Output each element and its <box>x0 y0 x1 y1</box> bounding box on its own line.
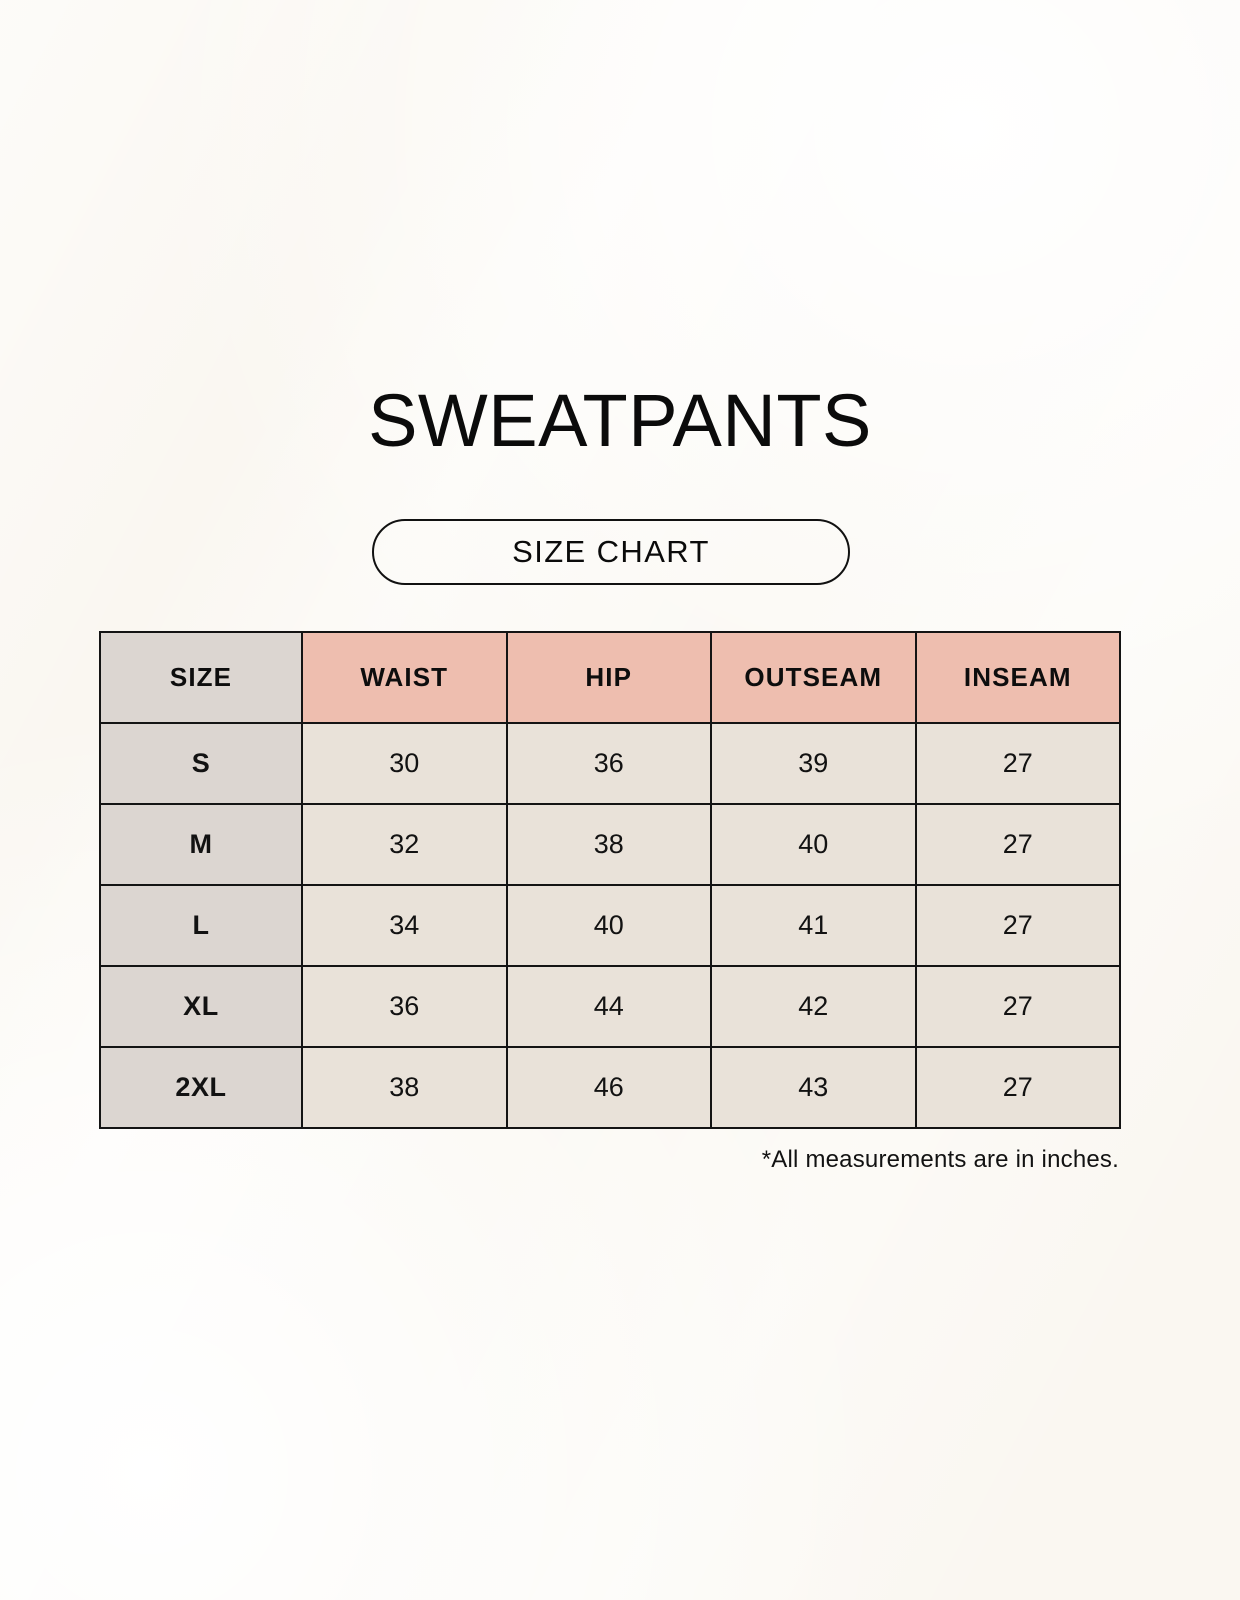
column-header-inseam: INSEAM <box>914 631 1121 724</box>
size-chart-badge: SIZE CHART <box>372 519 850 585</box>
table-row: XL 36 44 42 27 <box>99 965 1121 1048</box>
cell-waist: 32 <box>301 803 508 886</box>
cell-size: S <box>99 722 303 805</box>
cell-hip: 38 <box>505 803 712 886</box>
cell-waist: 30 <box>301 722 508 805</box>
cell-outseam: 40 <box>710 803 917 886</box>
table-row: 2XL 38 46 43 27 <box>99 1046 1121 1129</box>
size-table: SIZE WAIST HIP OUTSEAM INSEAM S 30 36 39… <box>99 631 1121 1129</box>
cell-size: XL <box>99 965 303 1048</box>
cell-inseam: 27 <box>914 1046 1121 1129</box>
column-header-outseam: OUTSEAM <box>710 631 917 724</box>
size-table-head: SIZE WAIST HIP OUTSEAM INSEAM <box>99 631 1121 724</box>
size-table-body: S 30 36 39 27 M 32 38 40 27 L 34 40 <box>99 722 1121 1129</box>
cell-outseam: 43 <box>710 1046 917 1129</box>
cell-hip: 40 <box>505 884 712 967</box>
cell-size: M <box>99 803 303 886</box>
cell-hip: 36 <box>505 722 712 805</box>
cell-outseam: 41 <box>710 884 917 967</box>
column-header-waist: WAIST <box>301 631 508 724</box>
table-row: S 30 36 39 27 <box>99 722 1121 805</box>
cell-waist: 34 <box>301 884 508 967</box>
table-row: M 32 38 40 27 <box>99 803 1121 886</box>
cell-inseam: 27 <box>914 965 1121 1048</box>
column-header-hip: HIP <box>505 631 712 724</box>
cell-outseam: 39 <box>710 722 917 805</box>
cell-waist: 36 <box>301 965 508 1048</box>
cell-outseam: 42 <box>710 965 917 1048</box>
cell-waist: 38 <box>301 1046 508 1129</box>
measurement-unit-note: *All measurements are in inches. <box>761 1146 1119 1173</box>
cell-inseam: 27 <box>914 884 1121 967</box>
cell-hip: 46 <box>505 1046 712 1129</box>
table-header-row: SIZE WAIST HIP OUTSEAM INSEAM <box>99 631 1121 724</box>
cell-inseam: 27 <box>914 803 1121 886</box>
page-title: SWEATPANTS <box>368 379 872 462</box>
cell-size: 2XL <box>99 1046 303 1129</box>
size-chart-badge-label: SIZE CHART <box>512 534 710 569</box>
column-header-size: SIZE <box>99 631 303 724</box>
cell-size: L <box>99 884 303 967</box>
cell-hip: 44 <box>505 965 712 1048</box>
cell-inseam: 27 <box>914 722 1121 805</box>
table-row: L 34 40 41 27 <box>99 884 1121 967</box>
size-table-container: SIZE WAIST HIP OUTSEAM INSEAM S 30 36 39… <box>99 631 1121 1129</box>
